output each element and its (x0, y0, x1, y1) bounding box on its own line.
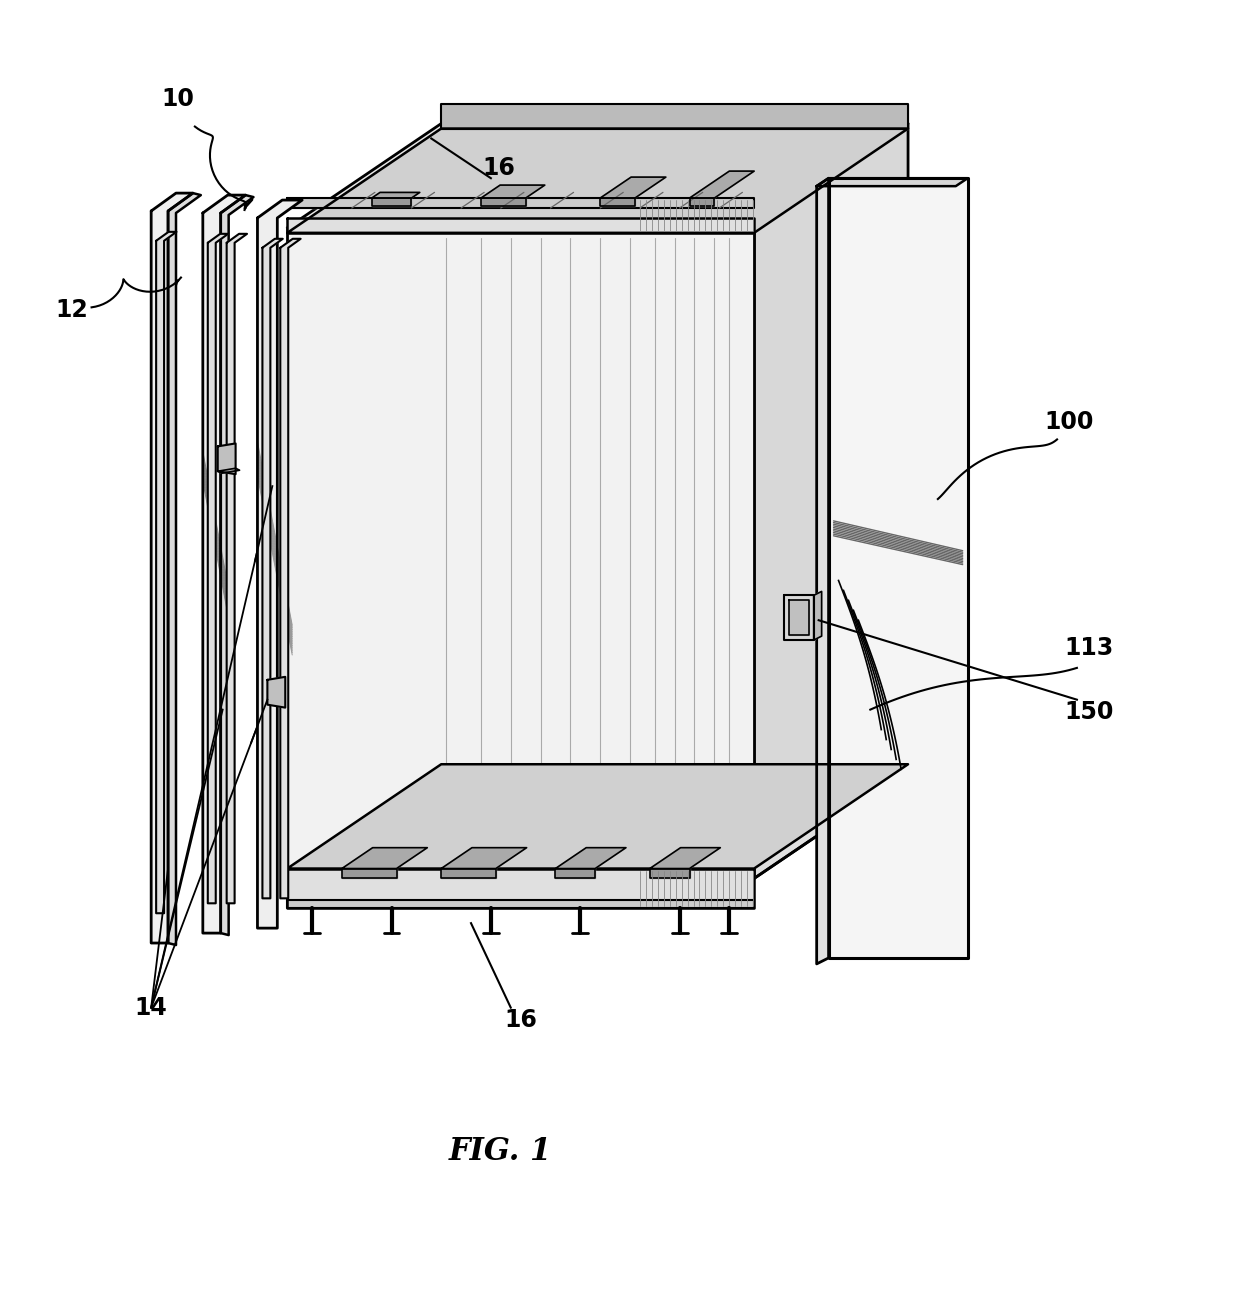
Polygon shape (689, 171, 754, 198)
Polygon shape (288, 774, 908, 878)
Text: 113: 113 (1064, 636, 1114, 660)
Polygon shape (650, 848, 720, 869)
Text: 100: 100 (1044, 410, 1094, 433)
Polygon shape (288, 129, 908, 232)
Polygon shape (372, 198, 412, 206)
Polygon shape (789, 600, 808, 636)
Polygon shape (288, 124, 908, 228)
Polygon shape (600, 198, 635, 206)
Polygon shape (221, 194, 253, 936)
Polygon shape (288, 198, 754, 207)
Polygon shape (288, 218, 754, 232)
Polygon shape (556, 848, 626, 869)
Text: 150: 150 (1064, 699, 1114, 723)
Polygon shape (268, 677, 285, 707)
Text: 16: 16 (505, 1007, 537, 1031)
Text: FIG. 1: FIG. 1 (449, 1137, 553, 1167)
Text: 14: 14 (135, 996, 167, 1019)
Polygon shape (288, 869, 754, 908)
Polygon shape (784, 595, 813, 639)
Polygon shape (813, 591, 822, 639)
Polygon shape (342, 869, 397, 878)
Polygon shape (258, 200, 303, 928)
Polygon shape (227, 234, 247, 903)
Polygon shape (481, 185, 544, 198)
Text: 12: 12 (56, 299, 88, 322)
Polygon shape (689, 198, 714, 206)
Polygon shape (441, 103, 908, 129)
Polygon shape (203, 194, 246, 933)
Polygon shape (280, 239, 300, 898)
Polygon shape (218, 468, 239, 474)
Polygon shape (156, 232, 176, 914)
Polygon shape (650, 869, 689, 878)
Polygon shape (169, 193, 201, 945)
Polygon shape (556, 869, 595, 878)
Polygon shape (288, 228, 754, 878)
Text: 16: 16 (482, 157, 516, 180)
Polygon shape (441, 869, 496, 878)
Polygon shape (481, 198, 526, 206)
Polygon shape (342, 848, 428, 869)
Polygon shape (372, 192, 420, 198)
Polygon shape (151, 193, 193, 944)
Polygon shape (288, 900, 754, 908)
Polygon shape (208, 234, 228, 903)
Polygon shape (218, 444, 236, 474)
Polygon shape (263, 239, 283, 898)
Polygon shape (817, 179, 967, 187)
Polygon shape (600, 177, 666, 198)
Polygon shape (754, 124, 908, 878)
Text: 10: 10 (161, 86, 195, 111)
Polygon shape (288, 765, 908, 869)
Polygon shape (817, 179, 828, 964)
Polygon shape (441, 848, 527, 869)
Polygon shape (828, 179, 967, 958)
